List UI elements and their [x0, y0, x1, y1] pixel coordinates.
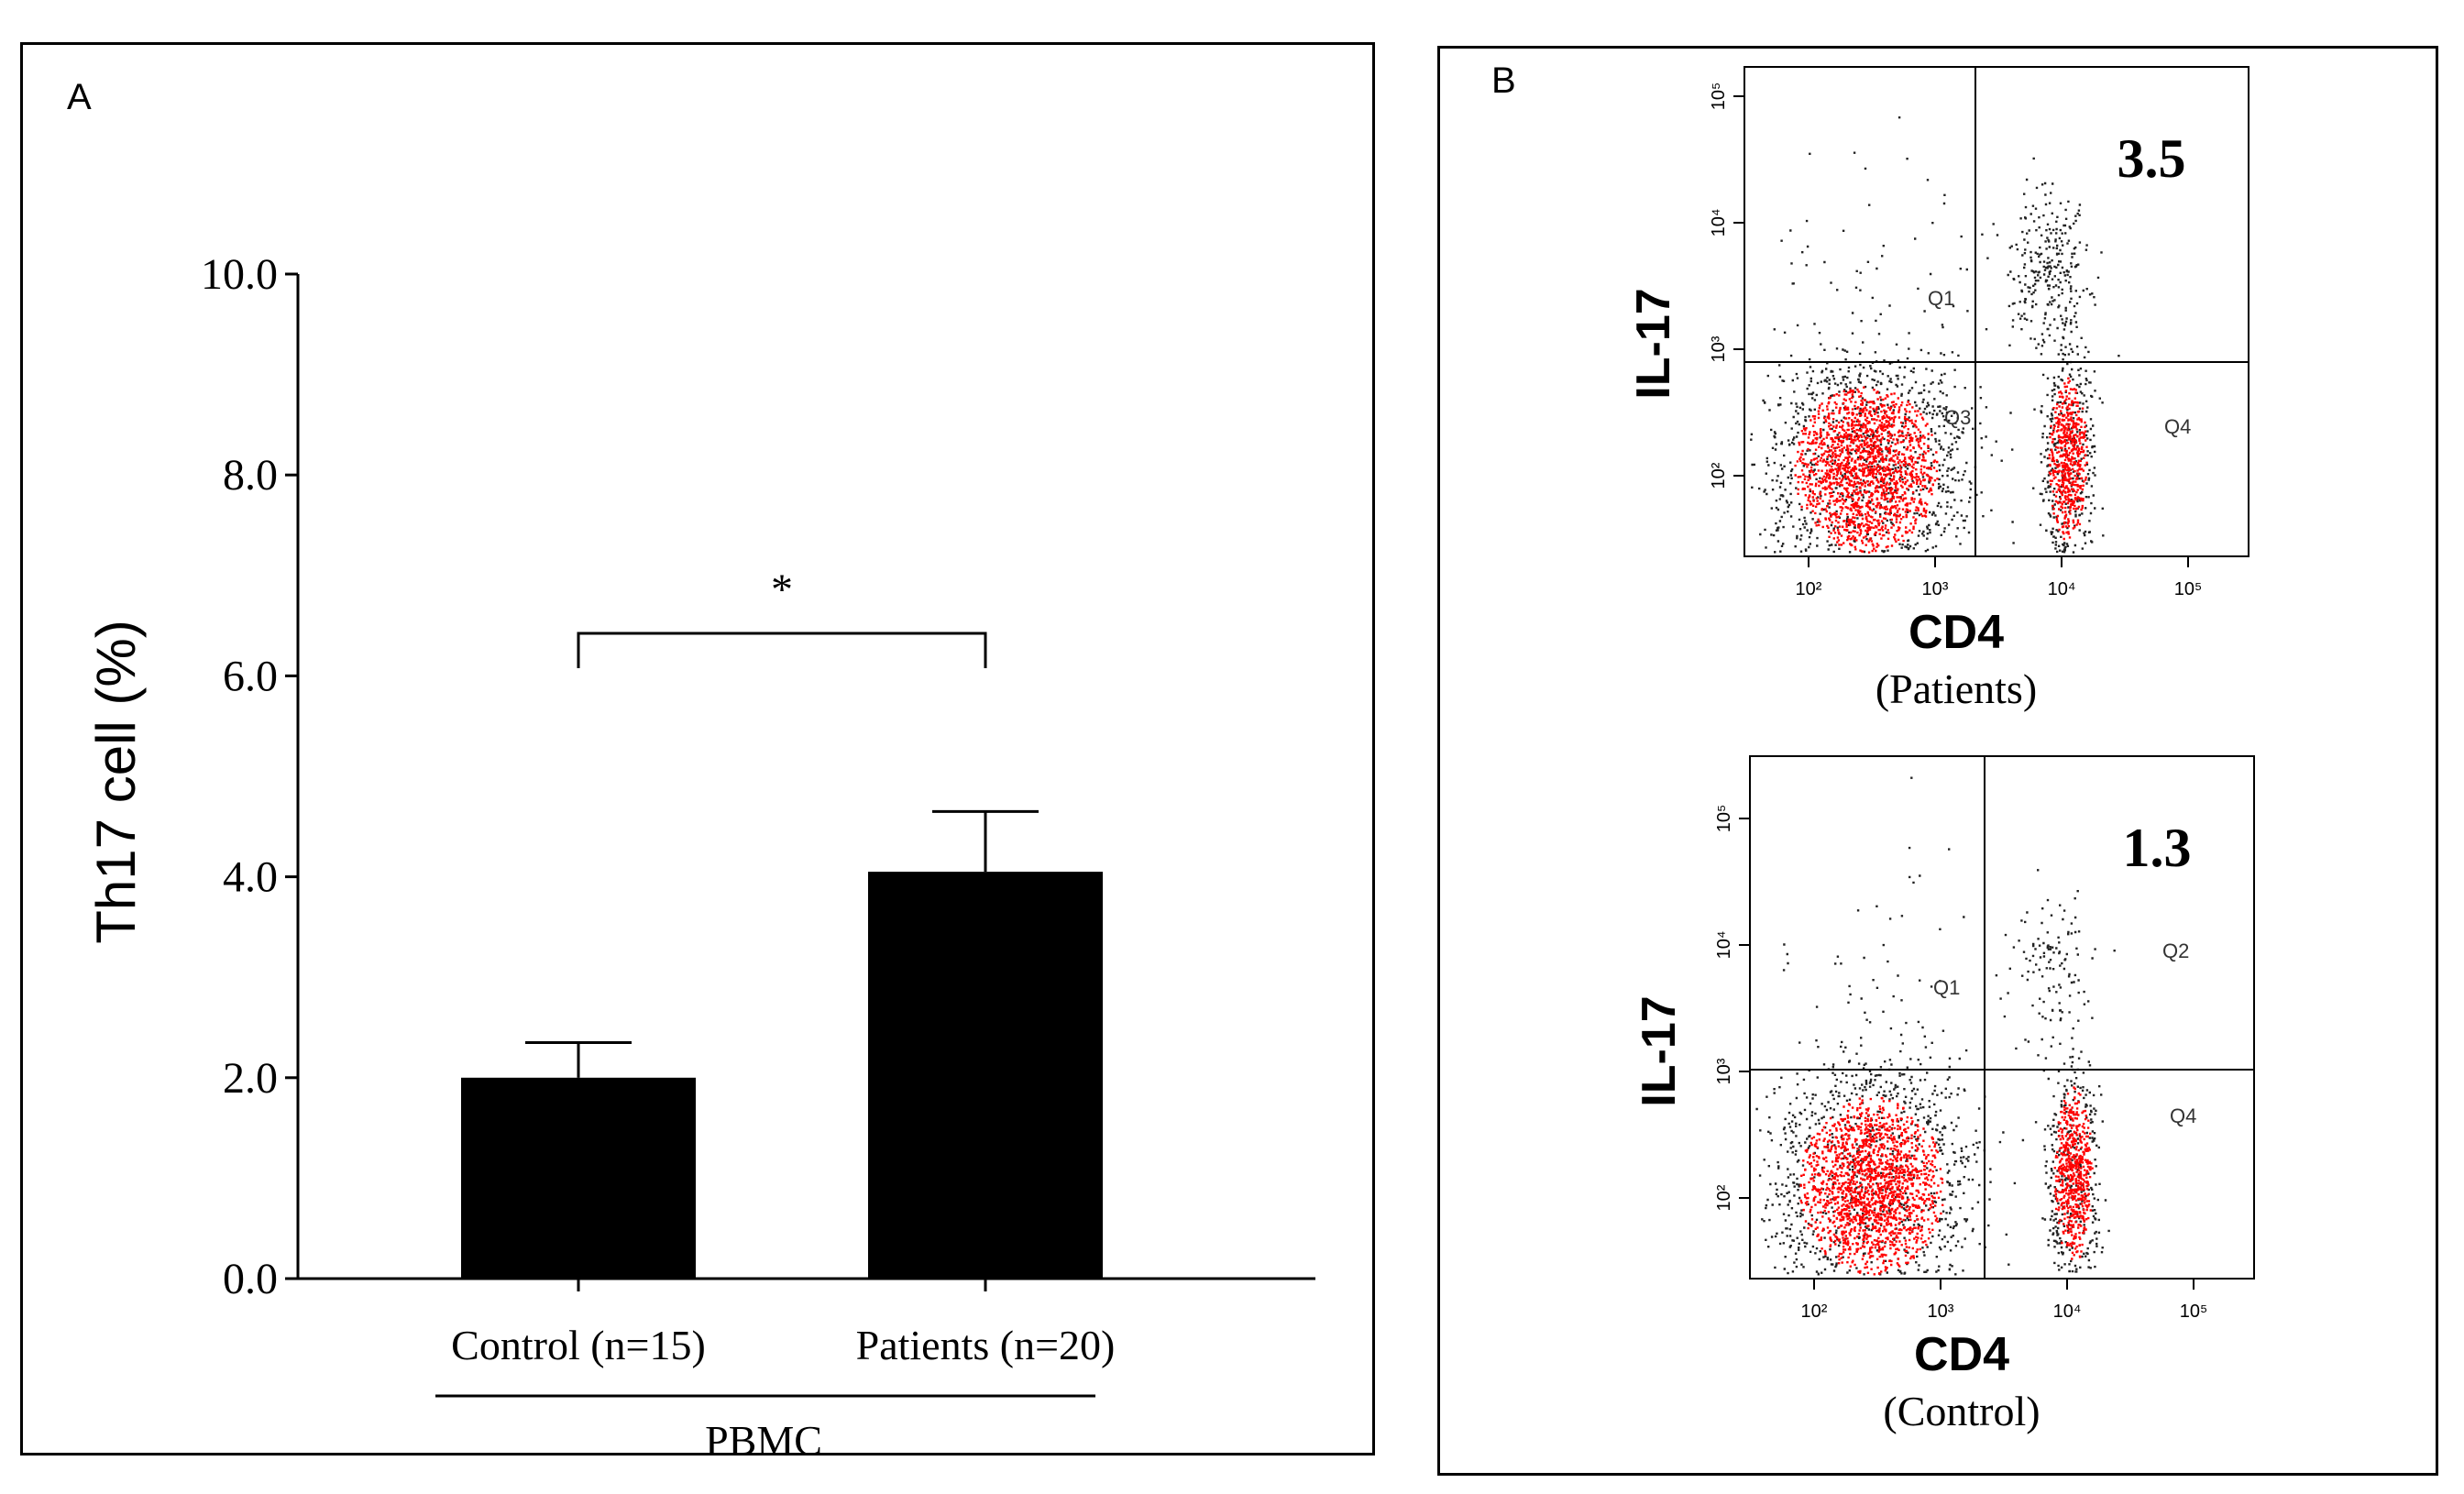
plot-caption: (Control): [1883, 1388, 2040, 1434]
quadrant-label: Q4: [2170, 1104, 2196, 1127]
x-tick-label: 10⁵: [2174, 579, 2203, 599]
quadrant-label: Q1: [1933, 976, 1960, 999]
quadrant-percentage: 3.5: [2118, 128, 2186, 189]
y-axis: 0.0 2.0 4.0 6.0 8.0 10.0: [201, 250, 1315, 1303]
y-tick-label: 2.0: [223, 1054, 278, 1103]
x-tick-label: 10²: [1796, 579, 1822, 599]
y-tick-label: 10⁴: [1709, 209, 1729, 237]
bar: [868, 872, 1103, 1279]
y-tick-label: 10³: [1709, 335, 1729, 362]
y-axis-label: IL-17: [1633, 995, 1686, 1106]
y-tick-label: 10⁵: [1714, 805, 1734, 833]
y-tick-label: 8.0: [223, 451, 278, 500]
scatter-points-red: [1799, 1086, 2094, 1276]
x-axis-label: CD4: [1914, 1328, 2009, 1381]
x-category-label: Control (n=15): [451, 1322, 706, 1368]
y-tick-label: 10³: [1714, 1058, 1734, 1084]
x-tick-label: 10³: [1922, 579, 1949, 599]
y-tick-label: 6.0: [223, 652, 278, 700]
x-tick-label: 10⁵: [2180, 1302, 2208, 1322]
x-axis-label: CD4: [1908, 606, 2004, 659]
x-tick-label: 10⁴: [2048, 579, 2076, 599]
y-tick-label: 4.0: [223, 853, 278, 902]
panel-a: A Th17 cell (%) 0.0 2.0 4.0 6.0 8.0 10.0 Cont…: [20, 42, 1375, 1464]
y-tick-label: 0.0: [223, 1255, 278, 1303]
x-tick-label: 10²: [1801, 1302, 1828, 1322]
plot-frame: [1749, 755, 2255, 1280]
quadrant-label: Q4: [2164, 415, 2191, 438]
panel-a-letter: A: [67, 77, 92, 117]
group-label: PBMC: [705, 1417, 822, 1464]
panel-b: B 10² 10² 10³ 10³ 10⁴ 10⁴ 10⁵ 10⁵ Q1 Q3 Q4 3.5 CD4 IL…: [1437, 46, 2438, 1476]
scatter-plot-control: 10² 10² 10³ 10³ 10⁴ 10⁴ 10⁵ 10⁵ Q1 Q2 Q4 1.3 CD4 IL-1…: [1633, 755, 2255, 1434]
y-tick-label: 10²: [1714, 1184, 1734, 1211]
y-tick-label: 10⁵: [1709, 82, 1729, 111]
flow-cytometry-plots: B 10² 10² 10³ 10³ 10⁴ 10⁴ 10⁵ 10⁵ Q1 Q3 Q4 3.5 CD4 IL…: [1491, 60, 2255, 1434]
quadrant-label: Q1: [1928, 287, 1954, 310]
x-tick-label: 10⁴: [2053, 1302, 2082, 1322]
x-tick-label: 10³: [1928, 1302, 1954, 1322]
y-tick-label: 10⁴: [1714, 931, 1734, 960]
significance-bracket: *: [435, 566, 1095, 1398]
significance-star: *: [771, 566, 793, 614]
scatter-points-red: [1794, 377, 2088, 554]
panel-b-letter: B: [1491, 60, 1516, 101]
plot-caption: (Patients): [1876, 665, 2037, 712]
y-axis-label: Th17 cell (%): [85, 620, 147, 943]
x-category-label: Patients (n=20): [856, 1322, 1116, 1368]
bar-chart: A Th17 cell (%) 0.0 2.0 4.0 6.0 8.0 10.0 Cont…: [67, 77, 1315, 1464]
plot-frame: [1744, 66, 2250, 557]
y-axis-label: IL-17: [1627, 288, 1680, 399]
scatter-points-black: [1755, 776, 2116, 1276]
bracket-line: [577, 632, 987, 668]
scatter-plot-patients: 10² 10² 10³ 10³ 10⁴ 10⁴ 10⁵ 10⁵ Q1 Q3 Q4 3.5 CD4 IL-1…: [1627, 66, 2250, 712]
bar: [461, 1077, 696, 1279]
y-tick-label: 10.0: [201, 250, 278, 299]
quadrant-percentage: 1.3: [2123, 818, 2192, 878]
bars: Control (n=15) Patients (n=20): [451, 809, 1116, 1368]
quadrant-label: Q2: [2162, 939, 2189, 962]
y-tick-label: 10²: [1709, 462, 1729, 489]
quadrant-label: Q3: [1944, 406, 1971, 429]
